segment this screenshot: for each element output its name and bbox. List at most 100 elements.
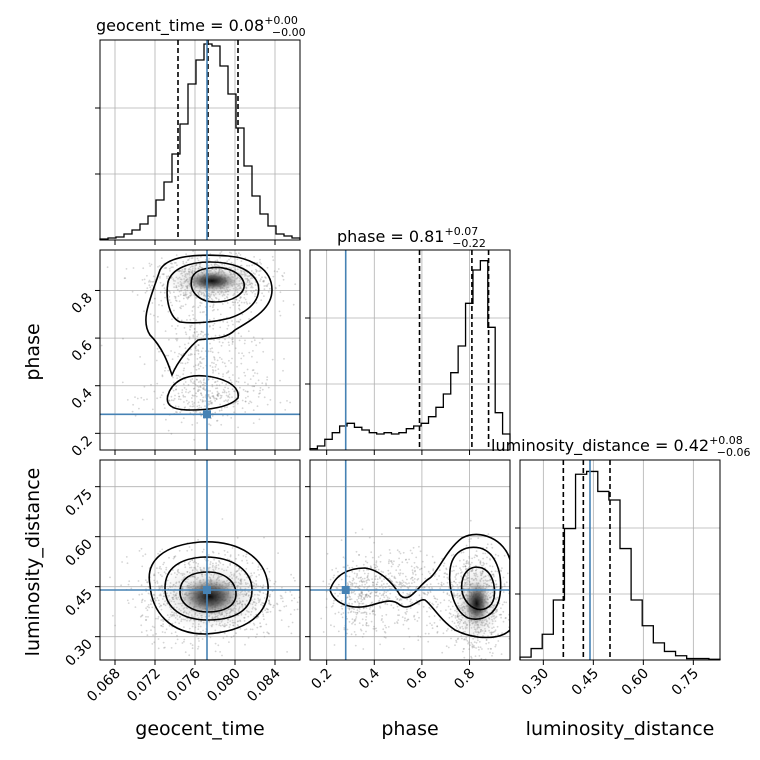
sample-point [161,575,163,578]
sample-point [273,270,276,273]
sample-point [358,554,360,556]
sample-point [371,581,374,584]
sample-point [382,594,385,597]
sample-point [261,382,264,385]
sample-point [216,259,219,262]
sample-point [197,344,200,346]
sample-point [361,593,364,596]
sample-point [429,608,432,610]
sample-point [200,362,203,364]
sample-point [182,373,185,376]
sample-point [189,318,192,321]
sample-point [159,275,161,278]
sample-point [245,559,248,562]
sample-point [126,599,129,602]
sample-point [351,566,354,569]
sample-point [209,397,212,400]
sample-point [505,617,507,619]
ylabel-phase: phase [22,323,44,380]
sample-point [229,555,232,558]
sample-point [433,575,436,577]
sample-point [151,625,154,628]
sample-point [191,405,194,408]
sample-point [209,348,212,350]
sample-point [373,541,375,544]
sample-point [423,566,426,568]
sample-point [263,635,266,638]
sample-point [436,625,439,628]
sample-point [162,283,165,286]
sample-point [244,628,246,631]
sample-point [200,350,203,353]
sample-point [238,339,241,342]
sample-point [161,304,164,307]
sample-point [387,562,390,565]
histogram-bar [332,433,339,450]
sample-point [503,601,506,604]
sample-point [231,320,233,322]
sample-point [409,602,412,605]
sample-point [500,570,502,573]
sample-point [413,567,416,569]
sample-point [510,620,512,622]
sample-point [404,585,406,587]
sample-point [177,392,180,395]
sample-point [252,375,255,377]
sample-point [463,563,465,565]
sample-point [173,556,176,559]
sample-point [388,549,391,551]
sample-point [153,594,156,596]
sample-point [365,594,368,596]
sample-point [346,596,349,599]
sample-point [491,546,494,549]
sample-point [409,600,412,603]
sample-point [457,572,460,575]
histogram-bar [443,394,450,450]
sample-point [420,586,423,589]
sample-point [106,266,109,269]
sample-point [283,358,285,360]
sample-point [347,584,349,587]
sample-point [460,551,463,554]
sample-point [176,339,178,342]
sample-point [283,605,286,608]
sample-point [241,313,244,316]
sample-point [451,583,453,586]
sample-point [446,593,449,596]
sample-point [464,565,467,568]
sample-point [498,613,501,616]
density-core [185,270,239,292]
sample-point [268,595,271,597]
sample-point [464,565,467,568]
sample-point [399,581,402,584]
sample-point [202,548,205,551]
sample-point [156,582,159,584]
sample-point [194,394,196,397]
sample-point [416,620,419,622]
sample-point [267,611,269,613]
sample-point [182,369,185,372]
sample-point [162,618,164,621]
sample-point [393,560,395,563]
sample-point [175,411,177,413]
sample-point [198,389,201,391]
sample-point [363,586,366,589]
sample-point [302,614,304,616]
sample-point [379,597,382,600]
sample-point [461,637,463,640]
sample-point [144,600,146,602]
sample-point [363,598,366,601]
sample-point [419,550,422,553]
sample-point [477,559,480,561]
sample-point [382,628,385,631]
sample-point [367,624,370,627]
sample-point [361,580,363,583]
sample-point [385,591,388,594]
sample-point [230,381,233,384]
sample-point [211,378,214,380]
sample-point [268,602,271,604]
sample-point [239,628,242,630]
sample-point [276,270,279,273]
sample-point [446,576,449,579]
sample-point [330,606,333,608]
